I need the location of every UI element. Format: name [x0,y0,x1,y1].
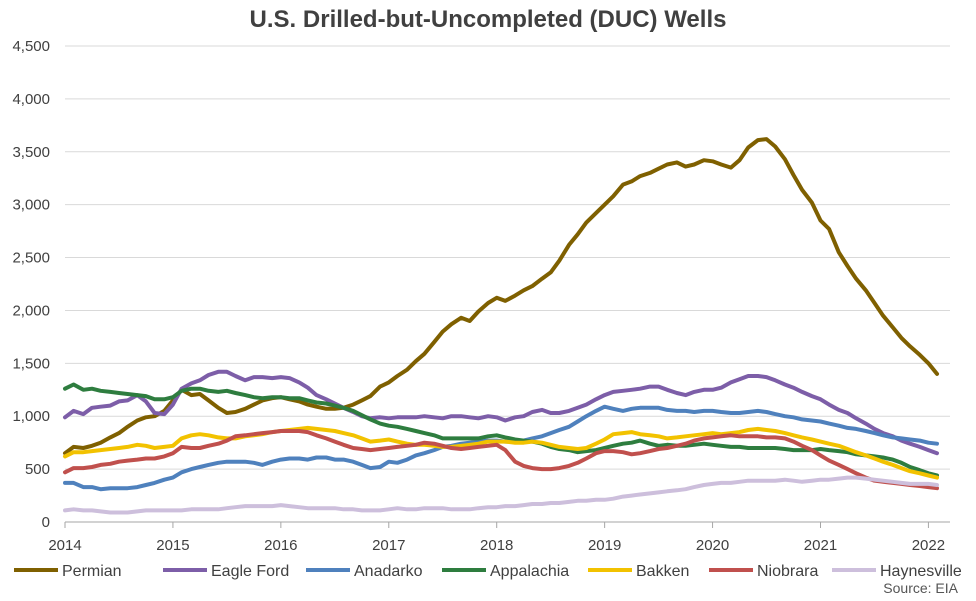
series-line-haynesville [63,475,939,515]
legend-label: Niobrara [757,563,818,580]
y-tick-label: 1,500 [12,355,50,372]
x-tick-label: 2016 [264,537,297,554]
chart-title: U.S. Drilled-but-Uncompleted (DUC) Wells [249,6,727,33]
legend: Permian Eagle Ford Anadarko Appalachia Bakke… [14,563,962,580]
series-line-permian [63,137,939,456]
legend-label: Anadarko [354,563,423,580]
y-tick-label: 3,500 [12,144,50,161]
x-axis: 2014 2015 2016 2017 2018 2019 2020 2021 2022 [48,522,945,554]
y-tick-label: 3,000 [12,197,50,214]
source-note: Source: EIA [883,580,958,596]
x-tick-label: 2019 [588,537,621,554]
legend-label: Appalachia [490,563,569,580]
y-tick-label: 500 [25,461,50,478]
y-tick-label: 2,500 [12,250,50,267]
gridlines [65,45,950,523]
series-lines [63,137,939,515]
x-tick-label: 2015 [156,537,189,554]
x-tick-label: 2022 [912,537,945,554]
legend-label: Eagle Ford [211,563,289,580]
legend-label: Permian [62,563,122,580]
legend-label: Bakken [636,563,689,580]
series-line-appalachia [63,382,939,478]
x-tick-label: 2014 [48,537,81,554]
series-line-niobrara [63,429,939,491]
series-line-bakken [63,425,939,480]
y-tick-label: 0 [42,514,50,531]
x-tick-label: 2018 [480,537,513,554]
x-tick-label: 2021 [804,537,837,554]
y-tick-label: 1,000 [12,408,50,425]
y-axis: 0 500 1,000 1,500 2,000 2,500 3,000 3,500 4,000 4… [12,38,50,531]
series-line-eagle-ford [63,369,939,456]
x-tick-label: 2020 [696,537,729,554]
y-tick-label: 4,000 [12,91,50,108]
y-tick-label: 4,500 [12,38,50,55]
legend-label: Haynesville [880,563,962,580]
y-tick-label: 2,000 [12,302,50,319]
x-tick-label: 2017 [372,537,405,554]
